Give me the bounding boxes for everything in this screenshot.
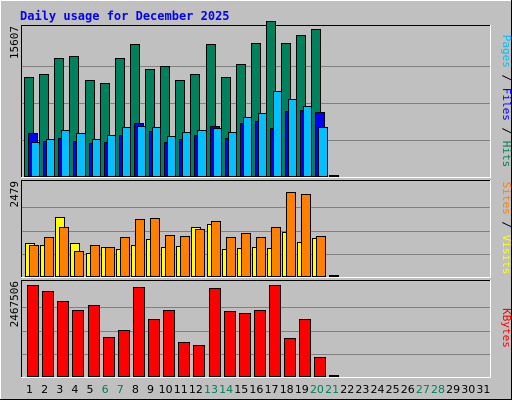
bar-kbytes-day-10 [163,310,175,377]
x-tick-label-day-1: 1 [26,383,33,396]
x-tick-label-day-18: 18 [280,383,294,396]
x-tick-label-day-26: 26 [401,383,415,396]
x-tick-label-day-19: 19 [295,383,309,396]
bar-pages-day-20 [318,127,328,177]
x-tick-label-day-5: 5 [87,383,94,396]
current-day-marker [329,375,339,377]
x-tick-label-day-4: 4 [71,383,78,396]
x-tick-label-day-3: 3 [56,383,63,396]
x-tick-label-day-14: 14 [219,383,233,396]
bar-sites-day-12 [195,229,205,277]
bar-pages-day-12 [197,130,207,177]
x-tick-label-day-9: 9 [147,383,154,396]
bar-sites-day-9 [150,218,160,277]
panel-hits_files_pages: 15607 [8,21,491,178]
x-tick-label-day-25: 25 [386,383,400,396]
x-tick-label-day-11: 11 [174,383,188,396]
x-tick-label-day-22: 22 [340,383,354,396]
bar-sites-day-17 [271,227,281,277]
bar-sites-day-4 [74,251,84,277]
bar-kbytes-day-1 [27,285,39,377]
bar-sites-day-11 [180,236,190,277]
bar-kbytes-day-19 [299,319,311,377]
x-tick-label-day-12: 12 [189,383,203,396]
bar-kbytes-day-14 [224,311,236,377]
chart-title: Daily usage for December 2025 [20,9,230,23]
legend-part: Visits [500,235,512,275]
legend-part: / [500,68,512,88]
y-max-label: 15607 [8,26,21,59]
legend-part: Hits [500,141,512,168]
bar-kbytes-day-18 [284,338,296,377]
bar-kbytes-day-3 [57,301,69,377]
current-day-marker [329,175,339,177]
bar-sites-day-1 [29,245,39,277]
legend-label-panel-0: Pages / Files / Hits [500,35,512,168]
bar-sites-day-14 [226,237,236,277]
bar-kbytes-day-13 [209,288,221,377]
x-tick-label-day-10: 10 [159,383,173,396]
bar-sites-day-15 [241,233,251,277]
bar-sites-day-2 [44,237,54,277]
bar-sites-day-6 [105,247,115,277]
bar-sites-day-8 [135,219,145,277]
x-tick-label-day-31: 31 [476,383,490,396]
x-tick-label-day-13: 13 [204,383,218,396]
bar-sites-day-3 [59,227,69,277]
bar-sites-day-20 [316,236,326,277]
bar-sites-day-10 [165,235,175,277]
bar-kbytes-day-9 [148,319,160,377]
x-tick-label-day-16: 16 [249,383,263,396]
y-max-label: 2467506 [8,281,21,327]
bar-kbytes-day-8 [133,287,145,377]
legend-part: Pages [500,35,512,68]
bar-kbytes-day-4 [72,310,84,377]
bar-kbytes-day-16 [254,310,266,377]
x-tick-label-day-6: 6 [102,383,109,396]
bar-kbytes-day-6 [103,337,115,377]
legend-part: Sites [500,182,512,215]
bar-sites-day-18 [286,192,296,277]
x-tick-label-day-15: 15 [234,383,248,396]
bar-kbytes-day-11 [178,342,190,377]
bar-sites-day-5 [90,245,100,277]
legend-part: KBytes [500,308,512,348]
bar-pages-day-4 [76,133,86,177]
bar-sites-day-16 [256,237,266,277]
x-tick-label-day-28: 28 [431,383,445,396]
x-tick-label-day-24: 24 [370,383,384,396]
x-tick-label-day-23: 23 [355,383,369,396]
bar-kbytes-day-20 [314,357,326,377]
bar-kbytes-day-2 [42,291,54,377]
bar-sites-day-19 [301,194,311,277]
current-day-marker [329,275,339,277]
x-tick-label-day-27: 27 [416,383,430,396]
bar-kbytes-day-17 [269,285,281,377]
legend-part: Files [500,88,512,121]
legend-part: / [500,121,512,141]
panel-visits_sites: 2479 [8,180,491,278]
bar-kbytes-day-7 [118,330,130,377]
legend-part: / [500,215,512,235]
x-tick-label-day-8: 8 [132,383,139,396]
bar-sites-day-7 [120,237,130,277]
x-tick-label-day-30: 30 [461,383,475,396]
legend-label-panel-1: Sites / Visits [500,182,512,275]
x-tick-label-day-20: 20 [310,383,324,396]
x-tick-label-day-2: 2 [41,383,48,396]
bar-kbytes-day-15 [239,313,251,377]
x-tick-label-day-17: 17 [265,383,279,396]
y-max-label: 2479 [8,181,21,208]
bar-kbytes-day-5 [88,305,100,377]
x-tick-label-day-29: 29 [446,383,460,396]
bar-kbytes-day-12 [193,345,205,377]
bar-sites-day-13 [211,221,221,277]
legend-label-panel-2: KBytes [500,308,512,348]
x-tick-label-day-7: 7 [117,383,124,396]
x-tick-label-day-21: 21 [325,383,339,396]
panel-kbytes: 2467506 [8,280,491,378]
